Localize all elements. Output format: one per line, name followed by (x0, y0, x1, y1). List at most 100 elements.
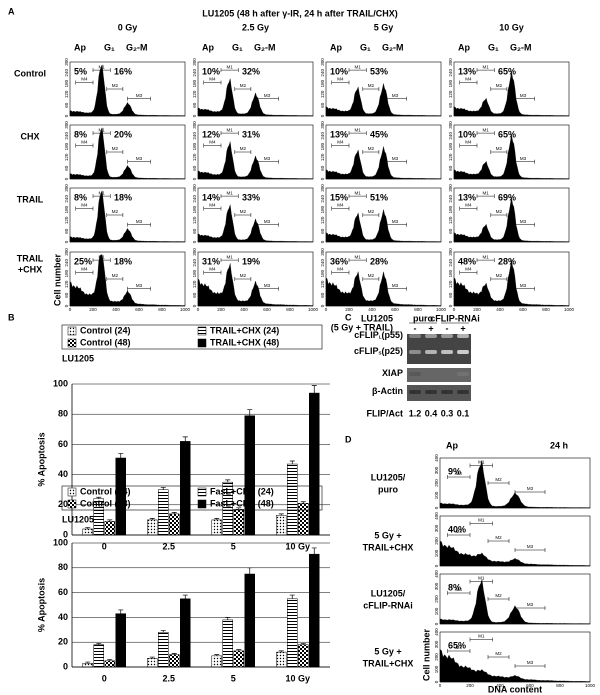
band (409, 372, 421, 376)
y-tick-label: 60 (64, 102, 69, 108)
phase-label: Ap (74, 42, 86, 52)
gate-label: M1 (354, 254, 361, 259)
apoptosis-percent: 13% (330, 129, 348, 139)
gate (203, 80, 222, 85)
group-label: puro (413, 313, 433, 323)
gate (92, 258, 111, 263)
y-tick-label: 300 (192, 184, 197, 192)
x-tick-label: 200 (89, 307, 97, 312)
gate-label: M2 (496, 83, 503, 88)
gate (106, 87, 124, 91)
gate-label: M2 (240, 273, 247, 278)
y-tick-label: 200 (434, 595, 439, 603)
y-tick-label: 0 (448, 177, 453, 180)
histogram (69, 127, 186, 180)
error-bar (171, 653, 177, 655)
band (441, 350, 453, 354)
error-bar (247, 567, 253, 574)
gate-label: M1 (226, 127, 233, 132)
gate-label: M1 (482, 190, 489, 195)
error-bar (160, 487, 166, 490)
legend-box (61, 485, 323, 511)
y-tick-label: 180 (64, 79, 69, 87)
gate (490, 150, 508, 154)
y-tick-label: 240 (320, 259, 325, 267)
error-bar (96, 496, 102, 499)
y-tick-label: 60 (320, 165, 325, 171)
error-bar (182, 594, 188, 599)
row-label: TRAIL+CHX (363, 658, 414, 668)
g2m-percent: 33% (242, 192, 260, 202)
y-tick-label: 180 (192, 142, 197, 150)
row-label: 5 Gy + (374, 646, 401, 656)
g2m-percent: 16% (114, 66, 132, 76)
y-tick-label: 120 (448, 216, 453, 224)
gate-label: M2 (368, 83, 375, 88)
gate (459, 270, 478, 275)
y-tick-label: 300 (320, 248, 325, 256)
lane-sign: - (414, 323, 417, 333)
y-tick-label: 100 (434, 607, 439, 615)
legend-label: Control (24) (80, 325, 131, 335)
chart-subtitle: LU1205 (62, 353, 94, 363)
histogram (439, 540, 591, 567)
gate (383, 159, 407, 164)
legend-label: FasL+CHX (24) (210, 486, 274, 496)
bar (222, 619, 233, 668)
gate-label: M2 (495, 477, 502, 482)
gate-label: M4 (337, 203, 344, 208)
apoptosis-percent: 15% (330, 192, 348, 202)
gate-label: M2 (496, 209, 503, 214)
y-axis-label: Cell number (52, 254, 62, 307)
g2m-percent: 53% (370, 66, 388, 76)
y-tick-label: 60 (192, 165, 197, 171)
y-tick-label: 40 (58, 469, 68, 479)
band-label: cFLIPS(p25) (354, 346, 403, 356)
error-bar (107, 519, 113, 522)
gate-label: M4 (465, 267, 472, 272)
gate (75, 206, 94, 211)
phase-label: Ap (202, 42, 214, 52)
lane-sign: - (446, 323, 449, 333)
gate-label: M1 (98, 64, 105, 69)
gate (220, 68, 239, 73)
y-tick-label: 240 (192, 259, 197, 267)
x-tick-label: 10 Gy (285, 541, 310, 551)
x-tick-label: 400 (112, 307, 120, 312)
y-tick-label: 0 (192, 304, 197, 307)
y-tick-label: 100 (434, 491, 439, 499)
apoptosis-percent: 31% (202, 256, 220, 266)
row-label: TRAIL (17, 253, 44, 263)
y-tick-label: 200 (434, 653, 439, 661)
phase-label: Ap (446, 440, 458, 450)
phase-label: G₂-M (126, 42, 148, 52)
x-tick-label: 1000 (436, 307, 447, 312)
y-tick-label: 180 (320, 269, 325, 277)
legend-label: TRAIL+CHX (24) (210, 325, 279, 335)
y-tick-label: 0 (320, 304, 325, 307)
gate-label: M3 (527, 486, 534, 491)
legend-swatch (197, 338, 207, 348)
gate (255, 96, 279, 101)
gate (511, 96, 535, 101)
band (441, 334, 453, 338)
y-tick-label: 180 (64, 269, 69, 277)
x-tick-label: 200 (345, 307, 353, 312)
y-tick-label: 240 (64, 195, 69, 203)
y-tick-label: 120 (192, 153, 197, 161)
g2m-percent: 19% (242, 256, 260, 266)
error-bar (118, 453, 124, 458)
band (441, 372, 453, 376)
row-label: puro (378, 484, 398, 494)
gate-label: M3 (520, 93, 527, 98)
legend-swatch (197, 499, 207, 509)
bar (276, 651, 287, 668)
histogram (439, 579, 591, 625)
gate-label: M3 (392, 93, 399, 98)
gate (459, 143, 478, 148)
error-bar (311, 547, 317, 555)
y-tick-label: 0 (434, 680, 439, 683)
bar (82, 528, 93, 536)
gate (469, 637, 493, 642)
y-tick-label: 60 (320, 228, 325, 234)
